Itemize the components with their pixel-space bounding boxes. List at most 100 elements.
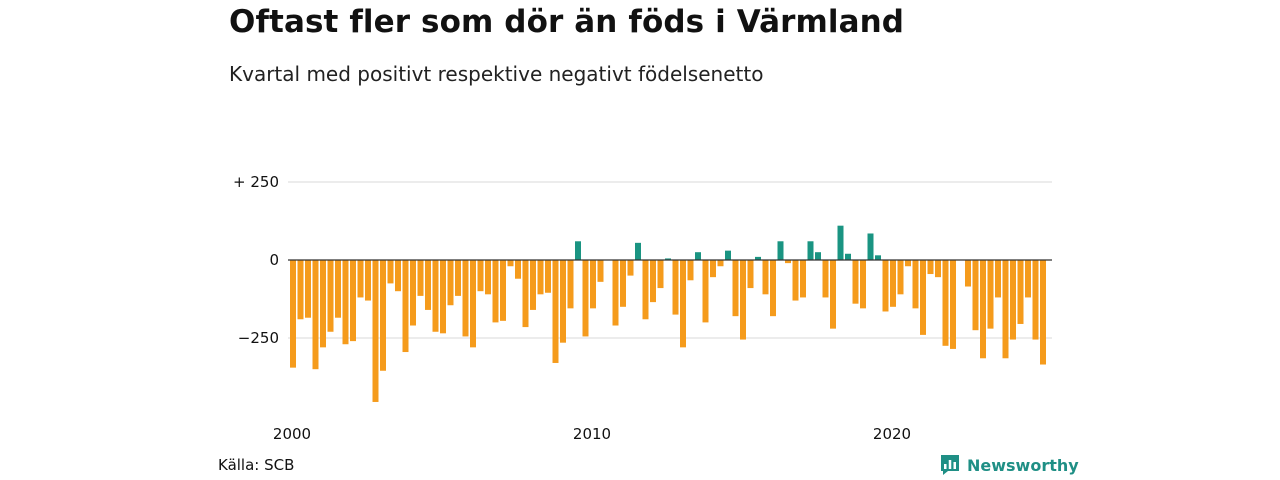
chart-title: Oftast fler som dör än föds i Värmland <box>229 4 905 40</box>
bar-negative <box>485 260 491 295</box>
bar-negative <box>1032 260 1039 340</box>
bar-negative <box>545 260 551 293</box>
bar-negative <box>785 260 791 264</box>
source-label: Källa: SCB <box>218 456 295 474</box>
bar-negative <box>395 260 401 292</box>
bar-negative <box>920 260 926 335</box>
bar-negative <box>515 260 521 279</box>
bar-positive <box>695 252 701 260</box>
bar-negative <box>830 260 836 329</box>
bar-negative <box>680 260 686 348</box>
bar-negative <box>950 260 956 349</box>
bar-negative <box>320 260 326 348</box>
bar-negative <box>770 260 776 317</box>
bar-negative <box>462 260 469 337</box>
bar-negative <box>740 260 746 340</box>
bar-negative <box>860 260 866 309</box>
bar-negative <box>897 260 904 295</box>
bar-negative <box>627 260 634 276</box>
bar-positive <box>807 241 814 260</box>
bar-positive <box>665 258 671 260</box>
bar-positive <box>875 255 881 260</box>
bar-negative <box>882 260 889 312</box>
bar-negative <box>447 260 454 306</box>
bar-negative <box>537 260 544 295</box>
bar-negative <box>500 260 506 321</box>
bar-negative <box>792 260 799 301</box>
bar-negative <box>995 260 1001 298</box>
bar-positive <box>815 252 821 260</box>
bar-negative <box>852 260 859 304</box>
bar-negative <box>942 260 949 346</box>
newsworthy-logo-icon <box>941 455 959 475</box>
bar-negative <box>455 260 461 296</box>
x-tick-label: 2000 <box>273 425 311 443</box>
bar-negative <box>410 260 416 326</box>
bar-negative <box>305 260 311 318</box>
y-tick-label: 0 <box>269 251 279 269</box>
bar-negative <box>357 260 364 298</box>
bar-negative <box>972 260 979 331</box>
bar-negative <box>912 260 919 309</box>
bar-negative <box>470 260 476 348</box>
bar-negative <box>417 260 424 296</box>
bar-negative <box>342 260 349 345</box>
bar-negative <box>312 260 319 370</box>
bar-negative <box>687 260 694 281</box>
bar-negative <box>672 260 679 315</box>
bar-negative <box>1040 260 1046 365</box>
newsworthy-brand: Newsworthy <box>939 454 1079 476</box>
x-tick-label: 2010 <box>573 425 611 443</box>
bar-negative <box>380 260 386 371</box>
bar-negative <box>732 260 739 317</box>
bar-positive <box>575 241 581 260</box>
bar-positive <box>867 233 874 260</box>
bar-negative <box>365 260 371 301</box>
bar-negative <box>612 260 619 326</box>
bar-negative <box>717 260 724 267</box>
bar-negative <box>905 260 911 267</box>
bar-negative <box>747 260 754 289</box>
bar-negative <box>1010 260 1016 340</box>
bar-negative <box>980 260 986 359</box>
bar-negative <box>650 260 656 303</box>
bar-negative <box>477 260 484 292</box>
bar-positive <box>755 256 761 260</box>
bar-negative <box>800 260 806 298</box>
y-tick-label: + 250 <box>233 173 279 191</box>
bar-negative <box>1017 260 1024 324</box>
bar-negative <box>590 260 596 309</box>
bar-negative <box>597 260 604 282</box>
bar-positive <box>725 250 731 260</box>
bar-negative <box>425 260 431 310</box>
bar-negative <box>387 260 394 284</box>
bar-negative <box>432 260 439 332</box>
bar-negative <box>890 260 896 307</box>
y-tick-label: −250 <box>238 329 279 347</box>
bar-negative <box>657 260 664 289</box>
bar-positive <box>777 241 784 260</box>
bar-positive <box>845 253 851 260</box>
bar-negative <box>552 260 559 363</box>
bar-negative <box>1002 260 1009 359</box>
bar-negative <box>530 260 536 310</box>
bar-negative <box>762 260 769 295</box>
bar-negative <box>335 260 341 318</box>
bar-negative <box>710 260 716 278</box>
bar-positive <box>635 242 641 260</box>
bar-negative <box>327 260 334 332</box>
brand-name: Newsworthy <box>967 455 1079 475</box>
bar-negative <box>522 260 529 328</box>
bar-negative <box>935 260 941 278</box>
bar-negative <box>440 260 446 334</box>
bar-negative <box>965 260 971 287</box>
bar-negative <box>927 260 934 275</box>
bar-negative <box>507 260 514 267</box>
bar-negative <box>567 260 574 309</box>
bar-negative <box>492 260 499 323</box>
bar-negative <box>582 260 589 337</box>
bar-negative <box>560 260 566 343</box>
bar-positive <box>837 225 844 260</box>
bar-negative <box>290 260 296 368</box>
bar-negative <box>987 260 994 329</box>
